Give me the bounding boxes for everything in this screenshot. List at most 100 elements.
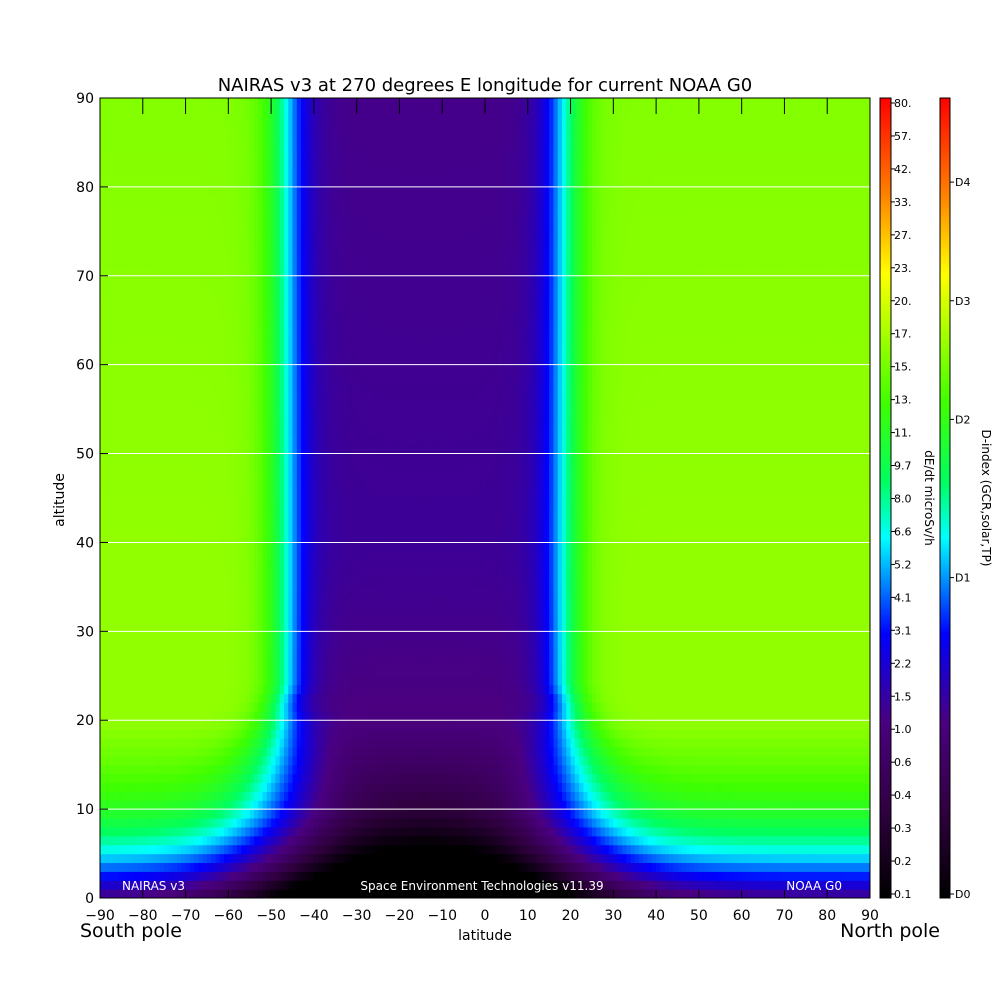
heatmap-cell — [224, 302, 229, 312]
heatmap-cell — [236, 729, 242, 739]
heatmap-cell — [202, 391, 208, 401]
heatmap-cell — [305, 489, 311, 499]
heatmap-cell — [198, 693, 204, 704]
heatmap-cell — [301, 178, 306, 188]
heatmap-cell — [189, 338, 195, 348]
heatmap-cell — [172, 586, 178, 597]
heatmap-cell — [224, 418, 229, 428]
heatmap-cell — [172, 311, 178, 321]
heatmap-cell — [288, 151, 294, 161]
heatmap-cell — [112, 800, 118, 810]
heatmap-cell — [258, 542, 264, 552]
heatmap-cell — [322, 862, 328, 872]
heatmap-cell — [211, 693, 217, 704]
heatmap-cell — [142, 169, 148, 179]
heatmap-cell — [138, 586, 144, 597]
heatmap-cell — [258, 826, 264, 837]
heatmap-cell — [322, 853, 328, 864]
heatmap-cell — [318, 844, 324, 855]
heatmap-cell — [296, 133, 302, 144]
heatmap-cell — [104, 258, 110, 268]
heatmap-cell — [322, 213, 328, 224]
heatmap-cell — [224, 480, 229, 490]
heatmap-cell — [121, 240, 127, 250]
heatmap-cell — [211, 222, 217, 232]
heatmap-cell — [147, 791, 152, 801]
heatmap-cell — [301, 631, 306, 641]
heatmap-cell — [313, 124, 319, 135]
heatmap-cell — [292, 249, 298, 259]
heatmap-cell — [147, 604, 152, 615]
heatmap-cell — [305, 720, 311, 730]
heatmap-cell — [185, 711, 191, 721]
heatmap-cell — [138, 826, 144, 837]
heatmap-cell — [164, 675, 170, 686]
heatmap-cell — [262, 284, 268, 295]
heatmap-cell — [241, 124, 247, 135]
heatmap-cell — [249, 178, 255, 188]
heatmap-cell — [151, 764, 157, 775]
heatmap-cell — [313, 418, 319, 428]
heatmap-cell — [326, 586, 332, 597]
heatmap-cell — [249, 693, 255, 704]
heatmap-cell — [134, 489, 140, 499]
heatmap-cell — [296, 631, 302, 641]
heatmap-cell — [292, 213, 298, 224]
heatmap-cell — [202, 791, 208, 801]
heatmap-cell — [318, 98, 324, 108]
heatmap-cell — [283, 782, 289, 792]
heatmap-cell — [112, 702, 118, 712]
heatmap-cell — [134, 453, 140, 464]
heatmap-cell — [189, 302, 195, 312]
heatmap-cell — [309, 551, 315, 561]
heatmap-cell — [313, 204, 319, 215]
heatmap-cell — [313, 444, 319, 455]
heatmap-cell — [206, 791, 212, 801]
heatmap-cell — [228, 586, 234, 597]
heatmap-cell — [159, 826, 165, 837]
heatmap-cell — [228, 409, 234, 419]
heatmap-cell — [100, 213, 105, 224]
heatmap-cell — [228, 346, 234, 357]
heatmap-cell — [318, 880, 324, 890]
heatmap-cell — [271, 498, 276, 508]
heatmap-cell — [326, 871, 332, 881]
heatmap-cell — [245, 542, 251, 552]
heatmap-cell — [245, 160, 251, 170]
heatmap-cell — [215, 720, 221, 730]
heatmap-cell — [288, 480, 294, 490]
heatmap-cell — [254, 498, 259, 508]
heatmap-cell — [138, 293, 144, 304]
heatmap-cell — [236, 569, 242, 579]
heatmap-cell — [108, 711, 114, 721]
heatmap-cell — [279, 586, 285, 597]
heatmap-cell — [301, 533, 306, 544]
heatmap-cell — [100, 489, 105, 499]
heatmap-cell — [151, 773, 157, 784]
heatmap-cell — [177, 124, 182, 135]
heatmap-cell — [125, 533, 131, 544]
heatmap-cell — [147, 204, 152, 215]
heatmap-cell — [189, 800, 195, 810]
heatmap-cell — [335, 578, 341, 588]
heatmap-cell — [125, 506, 131, 517]
heatmap-cell — [335, 889, 341, 898]
heatmap-cell — [301, 853, 306, 864]
heatmap-cell — [241, 773, 247, 784]
heatmap-cell — [254, 889, 259, 898]
heatmap-cell — [232, 693, 238, 704]
heatmap-cell — [202, 569, 208, 579]
heatmap-cell — [228, 622, 234, 632]
heatmap-cell — [117, 462, 122, 472]
heatmap-cell — [279, 684, 285, 695]
heatmap-cell — [266, 551, 272, 561]
heatmap-cell — [232, 738, 238, 748]
heatmap-cell — [283, 738, 289, 748]
heatmap-cell — [279, 880, 285, 890]
heatmap-cell — [177, 871, 182, 881]
heatmap-cell — [142, 355, 148, 366]
heatmap-cell — [266, 266, 272, 277]
heatmap-cell — [279, 302, 285, 312]
heatmap-cell — [185, 204, 191, 215]
heatmap-cell — [100, 338, 105, 348]
